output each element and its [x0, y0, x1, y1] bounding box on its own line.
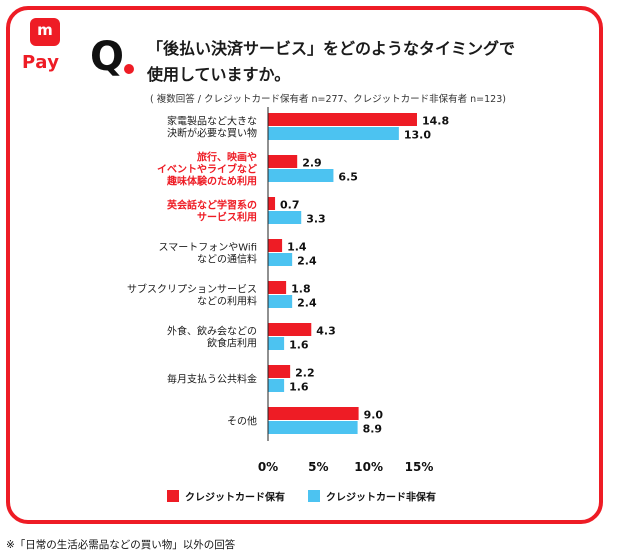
category-label: 家電製品など大きな決断が必要な買い物	[167, 115, 257, 140]
bar-value-label: 1.4	[287, 241, 307, 254]
question-dot-icon	[124, 64, 134, 74]
question-mark-q: Q	[90, 34, 125, 80]
question-title: 「後払い決済サービス」をどのようなタイミングで 使用していますか。	[147, 36, 527, 88]
bar-value-label: 6.5	[338, 171, 358, 184]
category-label: 英会話など学習系のサービス利用	[166, 199, 257, 224]
x-tick-label: 5%	[308, 460, 328, 474]
bar-credit-holder	[268, 239, 283, 252]
category-label-line: スマートフォンやWifi	[159, 242, 257, 254]
bar-non-holder	[268, 127, 399, 140]
bar-value-label: 2.4	[297, 255, 317, 268]
category-label-line: イベントやライブなど	[157, 163, 257, 176]
bar-value-label: 9.0	[364, 409, 384, 422]
x-tick-label: 15%	[405, 460, 434, 474]
bar-non-holder	[268, 379, 285, 392]
legend-swatch-credit-holder	[167, 490, 179, 502]
category-label: 外食、飲み会などの飲食店利用	[167, 325, 257, 350]
bar-value-label: 1.6	[289, 339, 309, 352]
bar-credit-holder	[268, 365, 291, 378]
logo-text: Pay	[22, 52, 60, 73]
bar-non-holder	[268, 169, 334, 182]
logo-mark-letter: m	[37, 21, 53, 39]
bar-value-label: 8.9	[363, 423, 383, 436]
category-label: その他	[227, 415, 257, 428]
bar-credit-holder	[268, 407, 359, 420]
survey-note: ( 複数回答 / クレジットカード保有者 n=277、クレジットカード非保有者 …	[150, 94, 506, 105]
bar-value-label: 1.8	[291, 283, 311, 296]
category-label-line: 飲食店利用	[207, 337, 257, 350]
category-label-line: などの利用料	[197, 295, 257, 308]
logo-mark-icon: m	[30, 18, 60, 46]
category-label-line: 旅行、映画や	[197, 151, 257, 164]
bar-non-holder	[268, 253, 293, 266]
bar-non-holder	[268, 211, 302, 224]
bar-non-holder	[268, 337, 285, 350]
footnote: ※「日常の生活必需品などの買い物」以外の回答	[6, 539, 236, 551]
legend-label: クレジットカード非保有	[326, 491, 436, 504]
category-label-line: 毎月支払う公共料金	[167, 373, 257, 386]
bar-value-label: 3.3	[306, 213, 326, 226]
bar-non-holder	[268, 421, 358, 434]
category-label-line: などの通信料	[197, 253, 257, 266]
bar-credit-holder	[268, 155, 298, 168]
bar-credit-holder	[268, 281, 287, 294]
category-label-line: その他	[227, 415, 257, 428]
category-label: 毎月支払う公共料金	[167, 373, 257, 386]
bar-value-label: 2.9	[302, 157, 322, 170]
bar-value-label: 2.4	[297, 297, 317, 310]
bar-value-label: 14.8	[422, 115, 449, 128]
category-label-line: 決断が必要な買い物	[167, 127, 257, 140]
bar-value-label: 1.6	[289, 381, 309, 394]
category-label-line: 家電製品など大きな	[167, 115, 257, 128]
category-label: スマートフォンやWifi などの通信料	[159, 242, 257, 266]
category-label-line: 外食、飲み会などの	[167, 325, 257, 338]
bar-non-holder	[268, 295, 293, 308]
bar-value-label: 0.7	[280, 199, 300, 212]
category-label-line: 英会話など学習系の	[166, 199, 257, 212]
bar-credit-holder	[268, 113, 417, 126]
bar-credit-holder	[268, 323, 312, 336]
legend-swatch-non-holder	[308, 490, 320, 502]
category-label-line: サブスクリプションサービス	[127, 283, 257, 296]
x-tick-label: 0%	[258, 460, 278, 474]
category-label-line: サービス利用	[197, 211, 257, 224]
question-line-2: 使用していますか。	[147, 65, 291, 84]
legend-label: クレジットカード保有	[185, 491, 285, 504]
category-label: サブスクリプションサービスなどの利用料	[127, 283, 257, 308]
bar-credit-holder	[268, 197, 276, 210]
bar-value-label: 4.3	[316, 325, 336, 338]
card-frame	[6, 6, 603, 524]
question-line-1: 「後払い決済サービス」をどのようなタイミングで	[147, 39, 516, 58]
bar-value-label: 2.2	[295, 367, 315, 380]
x-tick-label: 10%	[354, 460, 383, 474]
category-label-line: 趣味体験のため利用	[166, 175, 257, 188]
bar-value-label: 13.0	[404, 129, 431, 142]
bar-chart: 家電製品など大きな決断が必要な買い物 14.813.0 旅行、映画やイベントやライブ…	[127, 107, 449, 504]
category-label: 旅行、映画やイベントやライブなど趣味体験のため利用	[157, 151, 257, 188]
